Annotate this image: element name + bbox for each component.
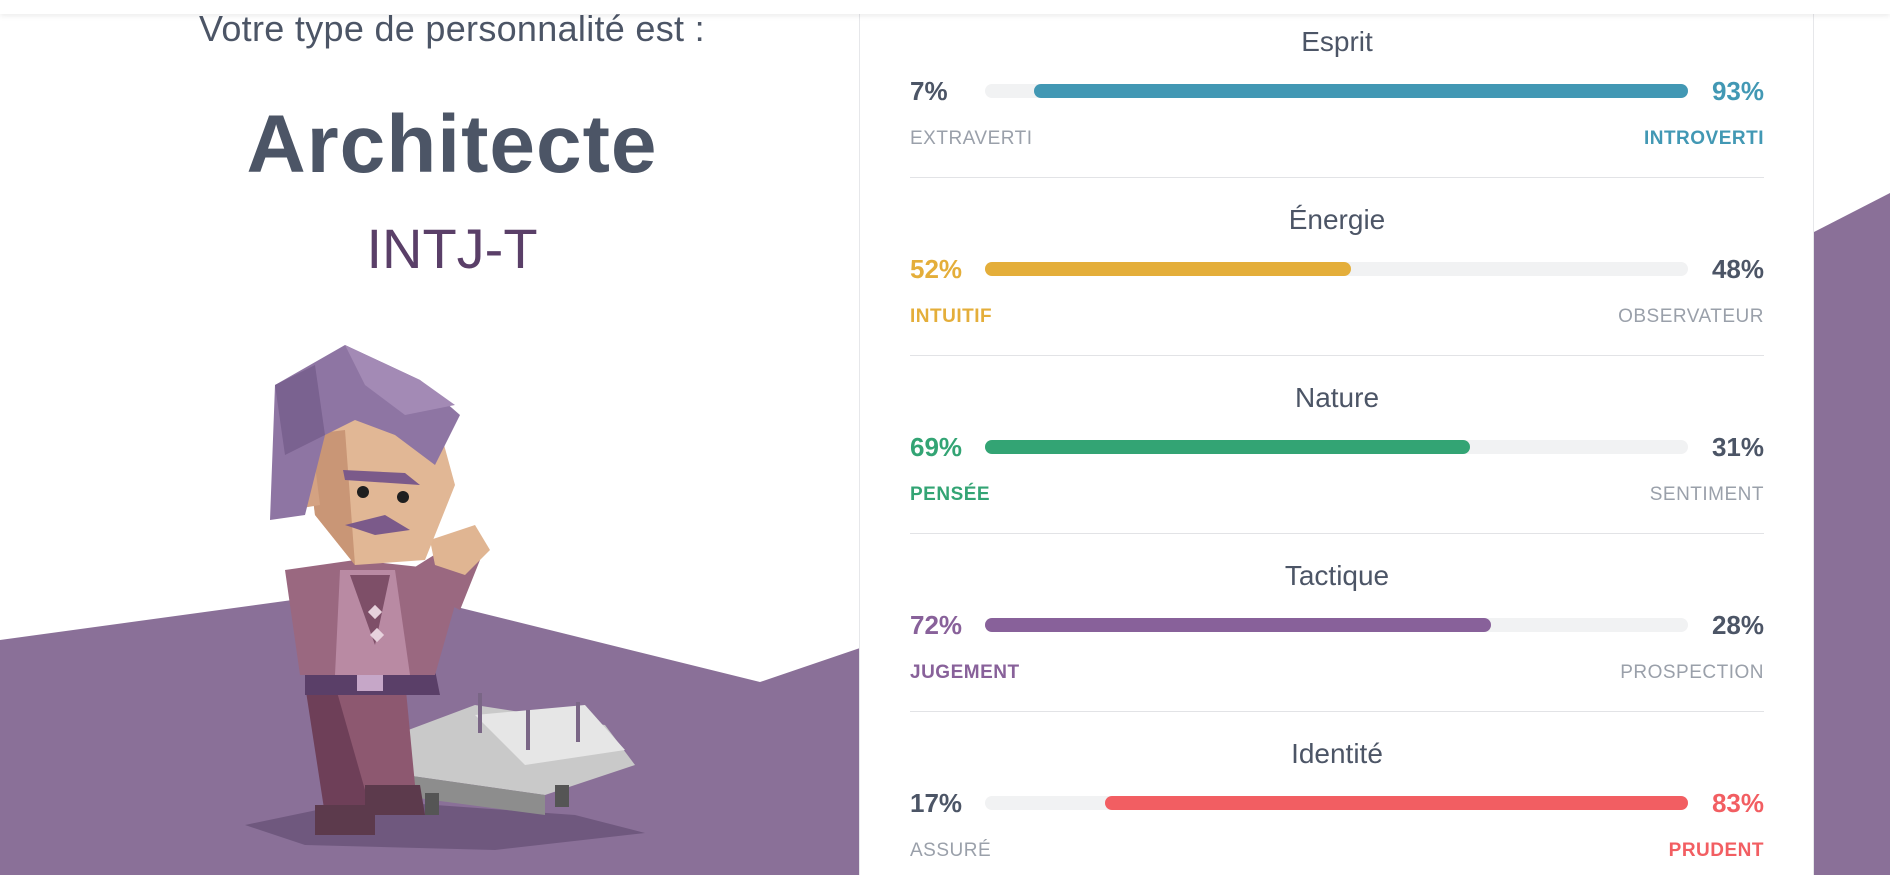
- trait-right-label: Prospection: [1620, 662, 1764, 683]
- trait-right-percent: 93%: [1711, 76, 1764, 106]
- trait-right-percent: 83%: [1711, 788, 1764, 818]
- trait-progress-fill: [1104, 796, 1688, 810]
- trait-progress-bar: [985, 84, 1688, 98]
- trait-title: Esprit: [1301, 26, 1373, 57]
- trait-right-percent: 31%: [1711, 432, 1764, 462]
- trait-left-label: Assuré: [910, 840, 992, 861]
- trait-left-percent: 7%: [910, 76, 948, 106]
- trait-progress-fill: [985, 440, 1471, 454]
- trait-progress-fill: [985, 262, 1351, 276]
- trait-progress-bar: [985, 618, 1688, 632]
- traits-card: Esprit 7% 93% Extraverti Introverti Éner…: [859, 0, 1814, 875]
- personality-type-code: INTJ-T: [366, 217, 538, 280]
- trait-right-label: Introverti: [1643, 128, 1764, 149]
- trait-title: Énergie: [1288, 204, 1386, 235]
- trait-title: Tactique: [1284, 560, 1390, 591]
- trait-left-percent: 69%: [910, 432, 963, 462]
- trait-esprit: Esprit 7% 93% Extraverti Introverti: [910, 0, 1764, 178]
- trait-progress-fill: [1034, 84, 1688, 98]
- trait-progress-fill: [985, 618, 1492, 632]
- trait-left-percent: 17%: [910, 788, 963, 818]
- intro-text: Votre type de personnalité est :: [199, 8, 705, 49]
- trait-progress-bar: [985, 440, 1688, 454]
- trait-title: Identité: [1291, 738, 1383, 769]
- trait-right-label: Prudent: [1668, 840, 1764, 861]
- trait-left-label: Extraverti: [910, 128, 1033, 149]
- architect-character-illustration: [245, 345, 645, 850]
- trait-identite: Identité 17% 83% Assuré Prudent: [910, 712, 1764, 890]
- trait-left-label: Jugement: [910, 662, 1020, 683]
- trait-right-label: Observateur: [1618, 306, 1764, 327]
- trait-left-label: Pensée: [910, 484, 991, 505]
- trait-left-label: Intuitif: [910, 306, 993, 327]
- trait-right-percent: 28%: [1711, 610, 1764, 640]
- trait-progress-bar: [985, 796, 1688, 810]
- trait-nature: Nature 69% 31% Pensée Sentiment: [910, 356, 1764, 534]
- top-bar: [0, 0, 1890, 14]
- trait-left-percent: 72%: [910, 610, 963, 640]
- trait-title: Nature: [1294, 382, 1380, 413]
- trait-progress-bar: [985, 262, 1688, 276]
- trait-energie: Énergie 52% 48% Intuitif Observateur: [910, 178, 1764, 356]
- trait-right-percent: 48%: [1711, 254, 1764, 284]
- trait-right-label: Sentiment: [1649, 484, 1764, 505]
- trait-tactique: Tactique 72% 28% Jugement Prospection: [910, 534, 1764, 712]
- personality-type-name: Architecte: [246, 99, 658, 190]
- trait-left-percent: 52%: [910, 254, 963, 284]
- result-panel: Votre type de personnalité est : Archite…: [0, 0, 860, 875]
